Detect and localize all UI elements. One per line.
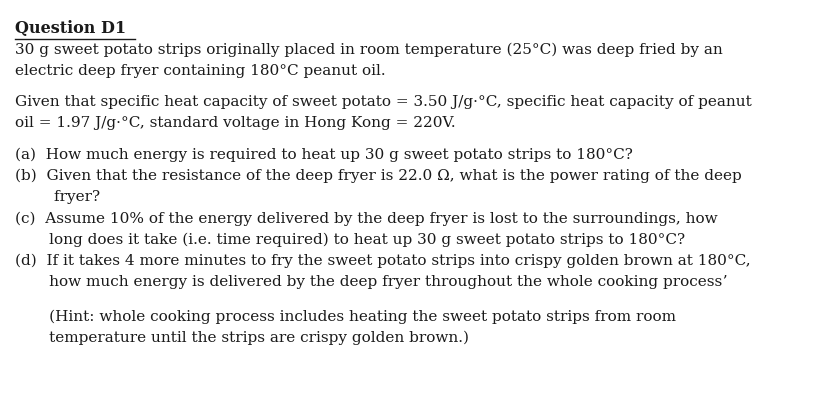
Text: 30 g sweet potato strips originally placed in room temperature (25°C) was deep f: 30 g sweet potato strips originally plac…: [15, 43, 723, 57]
Text: oil = 1.97 J/g·°C, standard voltage in Hong Kong = 220V.: oil = 1.97 J/g·°C, standard voltage in H…: [15, 116, 455, 130]
Text: Question D1: Question D1: [15, 20, 126, 38]
Text: electric deep fryer containing 180°C peanut oil.: electric deep fryer containing 180°C pea…: [15, 64, 386, 78]
Text: (b)  Given that the resistance of the deep fryer is 22.0 Ω, what is the power ra: (b) Given that the resistance of the dee…: [15, 169, 742, 183]
Text: (c)  Assume 10% of the energy delivered by the deep fryer is lost to the surroun: (c) Assume 10% of the energy delivered b…: [15, 211, 718, 226]
Text: long does it take (i.e. time required) to heat up 30 g sweet potato strips to 18: long does it take (i.e. time required) t…: [15, 233, 685, 247]
Text: how much energy is delivered by the deep fryer throughout the whole cooking proc: how much energy is delivered by the deep…: [15, 275, 727, 289]
Text: fryer?: fryer?: [15, 190, 100, 204]
Text: (Hint: whole cooking process includes heating the sweet potato strips from room: (Hint: whole cooking process includes he…: [15, 309, 676, 324]
Text: (d)  If it takes 4 more minutes to fry the sweet potato strips into crispy golde: (d) If it takes 4 more minutes to fry th…: [15, 254, 750, 268]
Text: (a)  How much energy is required to heat up 30 g sweet potato strips to 180°C?: (a) How much energy is required to heat …: [15, 148, 633, 162]
Text: temperature until the strips are crispy golden brown.): temperature until the strips are crispy …: [15, 330, 469, 345]
Text: Given that specific heat capacity of sweet potato = 3.50 J/g·°C, specific heat c: Given that specific heat capacity of swe…: [15, 95, 752, 109]
